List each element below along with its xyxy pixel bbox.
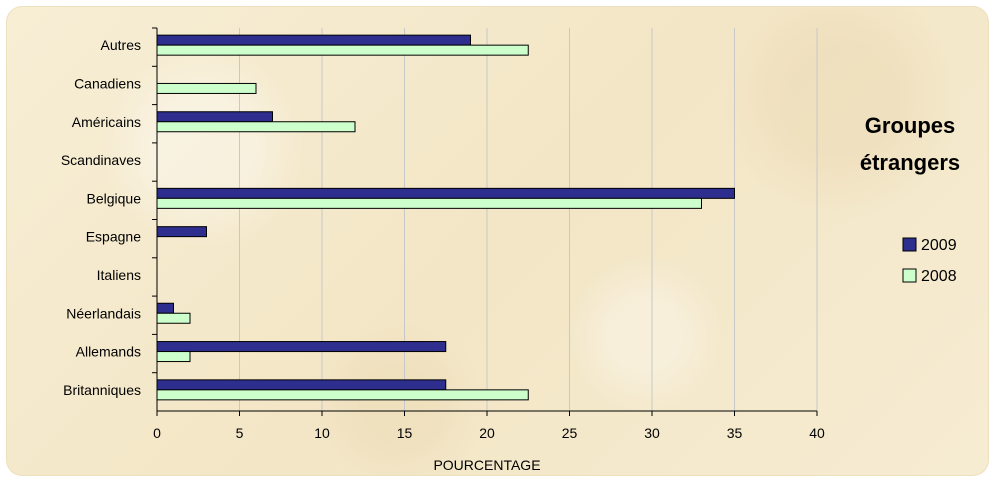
legend-swatch-2008	[902, 268, 917, 283]
bar-2009-0	[156, 34, 471, 46]
axis-labels: 0 5 10 15 20 25 30 35 40 Autres Canadiens Américain…	[61, 27, 825, 441]
y-tick-label-6: Italiens	[97, 267, 141, 283]
y-tick-label-8: Allemands	[76, 344, 141, 360]
x-tick-label-25: 25	[562, 425, 578, 441]
chart-title-line-2: étrangers	[860, 150, 960, 175]
legend-swatch-2009	[902, 237, 917, 252]
bar-2009-4	[156, 187, 735, 199]
bar-2008-7	[156, 312, 191, 324]
bar-2008-8	[156, 351, 191, 363]
legend-label-2008: 2008	[921, 268, 957, 285]
x-tick-label-20: 20	[479, 425, 495, 441]
y-tick-label-9: Britanniques	[63, 382, 141, 398]
bar-2008-1	[156, 82, 257, 94]
x-tick-label-40: 40	[809, 425, 825, 441]
y-tick-label-3: Scandinaves	[61, 152, 141, 168]
bar-2009-8	[156, 341, 447, 353]
x-tick-label-10: 10	[314, 425, 330, 441]
bar-2009-9	[156, 379, 447, 391]
bars	[156, 34, 735, 401]
gridlines	[239, 28, 818, 411]
y-tick-label-7: Néerlandais	[66, 305, 141, 321]
bar-2008-9	[156, 389, 529, 401]
bar-2008-0	[156, 44, 529, 56]
x-tick-label-35: 35	[727, 425, 743, 441]
bar-2008-2	[156, 121, 356, 133]
bar-2009-7	[156, 302, 174, 314]
y-tick-label-4: Belgique	[87, 190, 142, 206]
x-tick-label-30: 30	[644, 425, 660, 441]
bar-2008-4	[156, 197, 702, 209]
legend: 2009 2008	[902, 237, 957, 285]
chart-title-line-1: Groupes	[865, 113, 955, 138]
y-tick-label-2: Américains	[72, 114, 141, 130]
y-tick-label-0: Autres	[101, 37, 141, 53]
x-tick-label-15: 15	[397, 425, 413, 441]
y-tick-label-5: Espagne	[86, 229, 141, 245]
x-tick-label-5: 5	[236, 425, 244, 441]
bar-2009-5	[156, 226, 207, 238]
legend-label-2009: 2009	[921, 237, 957, 254]
x-axis-title: POURCENTAGE	[433, 457, 540, 473]
y-tick-label-1: Canadiens	[74, 75, 141, 91]
bar-2009-2	[156, 111, 273, 123]
x-tick-label-0: 0	[153, 425, 161, 441]
